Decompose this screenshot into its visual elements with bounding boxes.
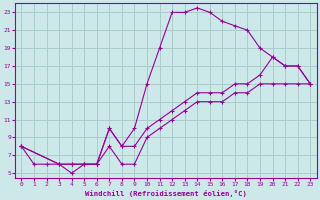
X-axis label: Windchill (Refroidissement éolien,°C): Windchill (Refroidissement éolien,°C) bbox=[85, 190, 247, 197]
